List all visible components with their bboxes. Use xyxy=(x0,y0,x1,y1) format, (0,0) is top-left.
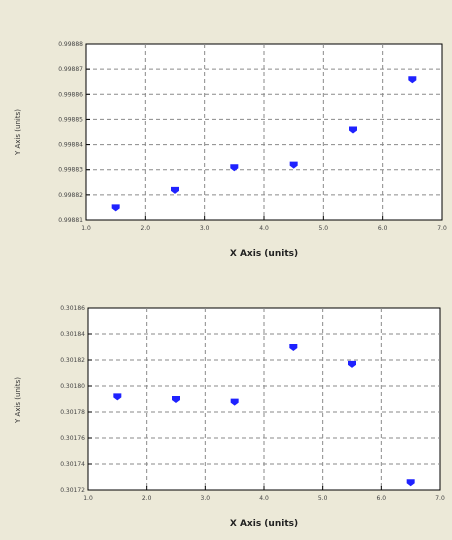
x-tick-label: 5.0 xyxy=(319,225,329,232)
x-tick-label: 7.0 xyxy=(435,495,445,502)
y-tick-label: 0.30178 xyxy=(60,409,85,416)
y-tick-label: 0.30182 xyxy=(60,357,85,364)
data-point xyxy=(289,161,298,169)
y-tick-label: 0.99888 xyxy=(58,41,83,48)
y-tick-label: 0.30186 xyxy=(60,305,85,312)
data-point xyxy=(406,479,415,487)
y-tick-label: 0.30172 xyxy=(60,487,85,494)
y-tick-label: 0.99886 xyxy=(58,91,83,98)
x-tick-label: 2.0 xyxy=(141,225,151,232)
data-point xyxy=(348,360,356,368)
data-point xyxy=(230,398,239,406)
data-point xyxy=(408,76,417,84)
data-point xyxy=(230,164,239,172)
scatter-chart-top: 1.0 2.0 3.0 4.0 5.0 6.0 7.0 0.998810.998820.99… xyxy=(14,41,447,259)
y-tick-labels: 0.30172 0.30174 0.30176 0.30178 0.30180 0.301… xyxy=(60,305,85,494)
y-tick-label: 0.30174 xyxy=(60,461,85,468)
y-tick-label: 0.99882 xyxy=(58,192,83,199)
gridlines xyxy=(87,307,441,491)
y-tick-label: 0.99884 xyxy=(58,142,83,149)
y-tick-label: 0.99887 xyxy=(58,66,83,73)
x-tick-label: 6.0 xyxy=(377,495,387,502)
y-tick-label: 0.30184 xyxy=(60,331,85,338)
y-tick-label: 0.30176 xyxy=(60,435,85,442)
data-point xyxy=(349,126,357,134)
data-point xyxy=(289,344,298,351)
y-tick-label: 0.99881 xyxy=(58,217,83,224)
x-tick-label: 3.0 xyxy=(201,495,211,502)
x-axis-label: X Axis (units) xyxy=(230,249,298,259)
x-tick-label: 3.0 xyxy=(200,225,210,232)
x-tick-label: 1.0 xyxy=(83,495,93,502)
scatter-chart-bottom: 1.0 2.0 3.0 4.0 5.0 6.0 7.0 0.301720.301740.30… xyxy=(14,305,445,529)
x-tick-label: 7.0 xyxy=(437,225,447,232)
gridlines xyxy=(85,43,443,221)
data-point xyxy=(111,204,120,212)
y-tick-label: 0.30180 xyxy=(60,383,85,390)
data-point xyxy=(113,393,122,401)
y-tick-labels: 0.99881 0.99882 0.99883 0.99884 0.99885 0.998… xyxy=(58,41,83,224)
x-tick-label: 4.0 xyxy=(259,225,269,232)
x-tick-labels: 1.0 2.0 3.0 4.0 5.0 6.0 7.0 xyxy=(81,225,447,232)
x-tick-label: 1.0 xyxy=(81,225,91,232)
x-tick-label: 5.0 xyxy=(318,495,328,502)
data-point xyxy=(172,396,180,403)
y-tick-label: 0.99885 xyxy=(58,116,83,123)
data-points xyxy=(111,76,417,212)
x-tick-label: 6.0 xyxy=(378,225,388,232)
data-points xyxy=(113,344,415,487)
data-point xyxy=(171,186,179,194)
y-axis-label: Y Axis (units) xyxy=(14,377,22,424)
x-tick-label: 4.0 xyxy=(259,495,269,502)
x-tick-labels: 1.0 2.0 3.0 4.0 5.0 6.0 7.0 xyxy=(83,495,445,502)
y-tick-label: 0.99883 xyxy=(58,167,83,174)
x-axis-label: X Axis (units) xyxy=(230,519,298,529)
y-axis-label: Y Axis (units) xyxy=(14,109,22,156)
x-tick-label: 2.0 xyxy=(142,495,152,502)
